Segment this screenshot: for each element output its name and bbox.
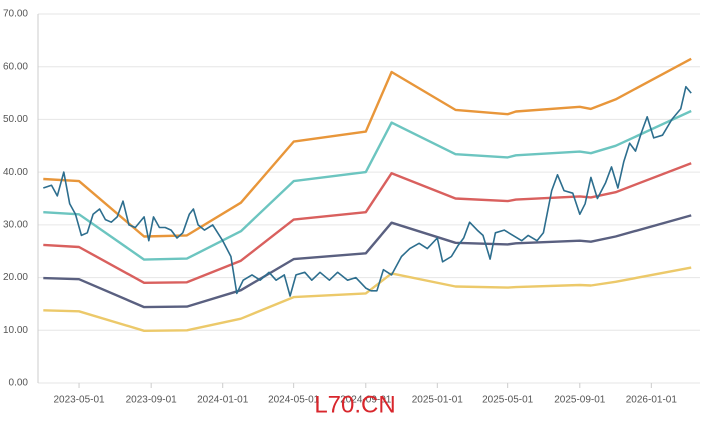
x-tick-label: 2023-05-01	[53, 395, 105, 406]
x-tick-label: 2026-01-01	[626, 395, 678, 406]
series-line	[43, 85, 692, 297]
series-line	[43, 57, 692, 238]
x-tick-label: 2025-01-01	[412, 395, 464, 406]
y-tick-label: 30.00	[3, 219, 28, 230]
y-tick-label: 40.00	[3, 167, 28, 178]
x-tick-label: 2025-09-01	[554, 395, 606, 406]
y-tick-label: 0.00	[9, 378, 29, 389]
x-tick-label: 2025-05-01	[482, 395, 534, 406]
x-tick-label: 2023-09-01	[126, 395, 178, 406]
x-tick-label: 2024-05-01	[268, 395, 320, 406]
y-tick-label: 50.00	[3, 114, 28, 125]
series-line	[43, 109, 692, 261]
x-tick-label: 2024-09-01	[340, 395, 392, 406]
y-tick-label: 70.00	[3, 9, 28, 20]
series-line	[43, 214, 692, 309]
y-tick-label: 60.00	[3, 61, 28, 72]
x-tick-label: 2024-01-01	[197, 395, 249, 406]
watermark: L70.CN	[314, 391, 395, 418]
y-tick-label: 10.00	[3, 325, 28, 336]
y-tick-label: 20.00	[3, 272, 28, 283]
